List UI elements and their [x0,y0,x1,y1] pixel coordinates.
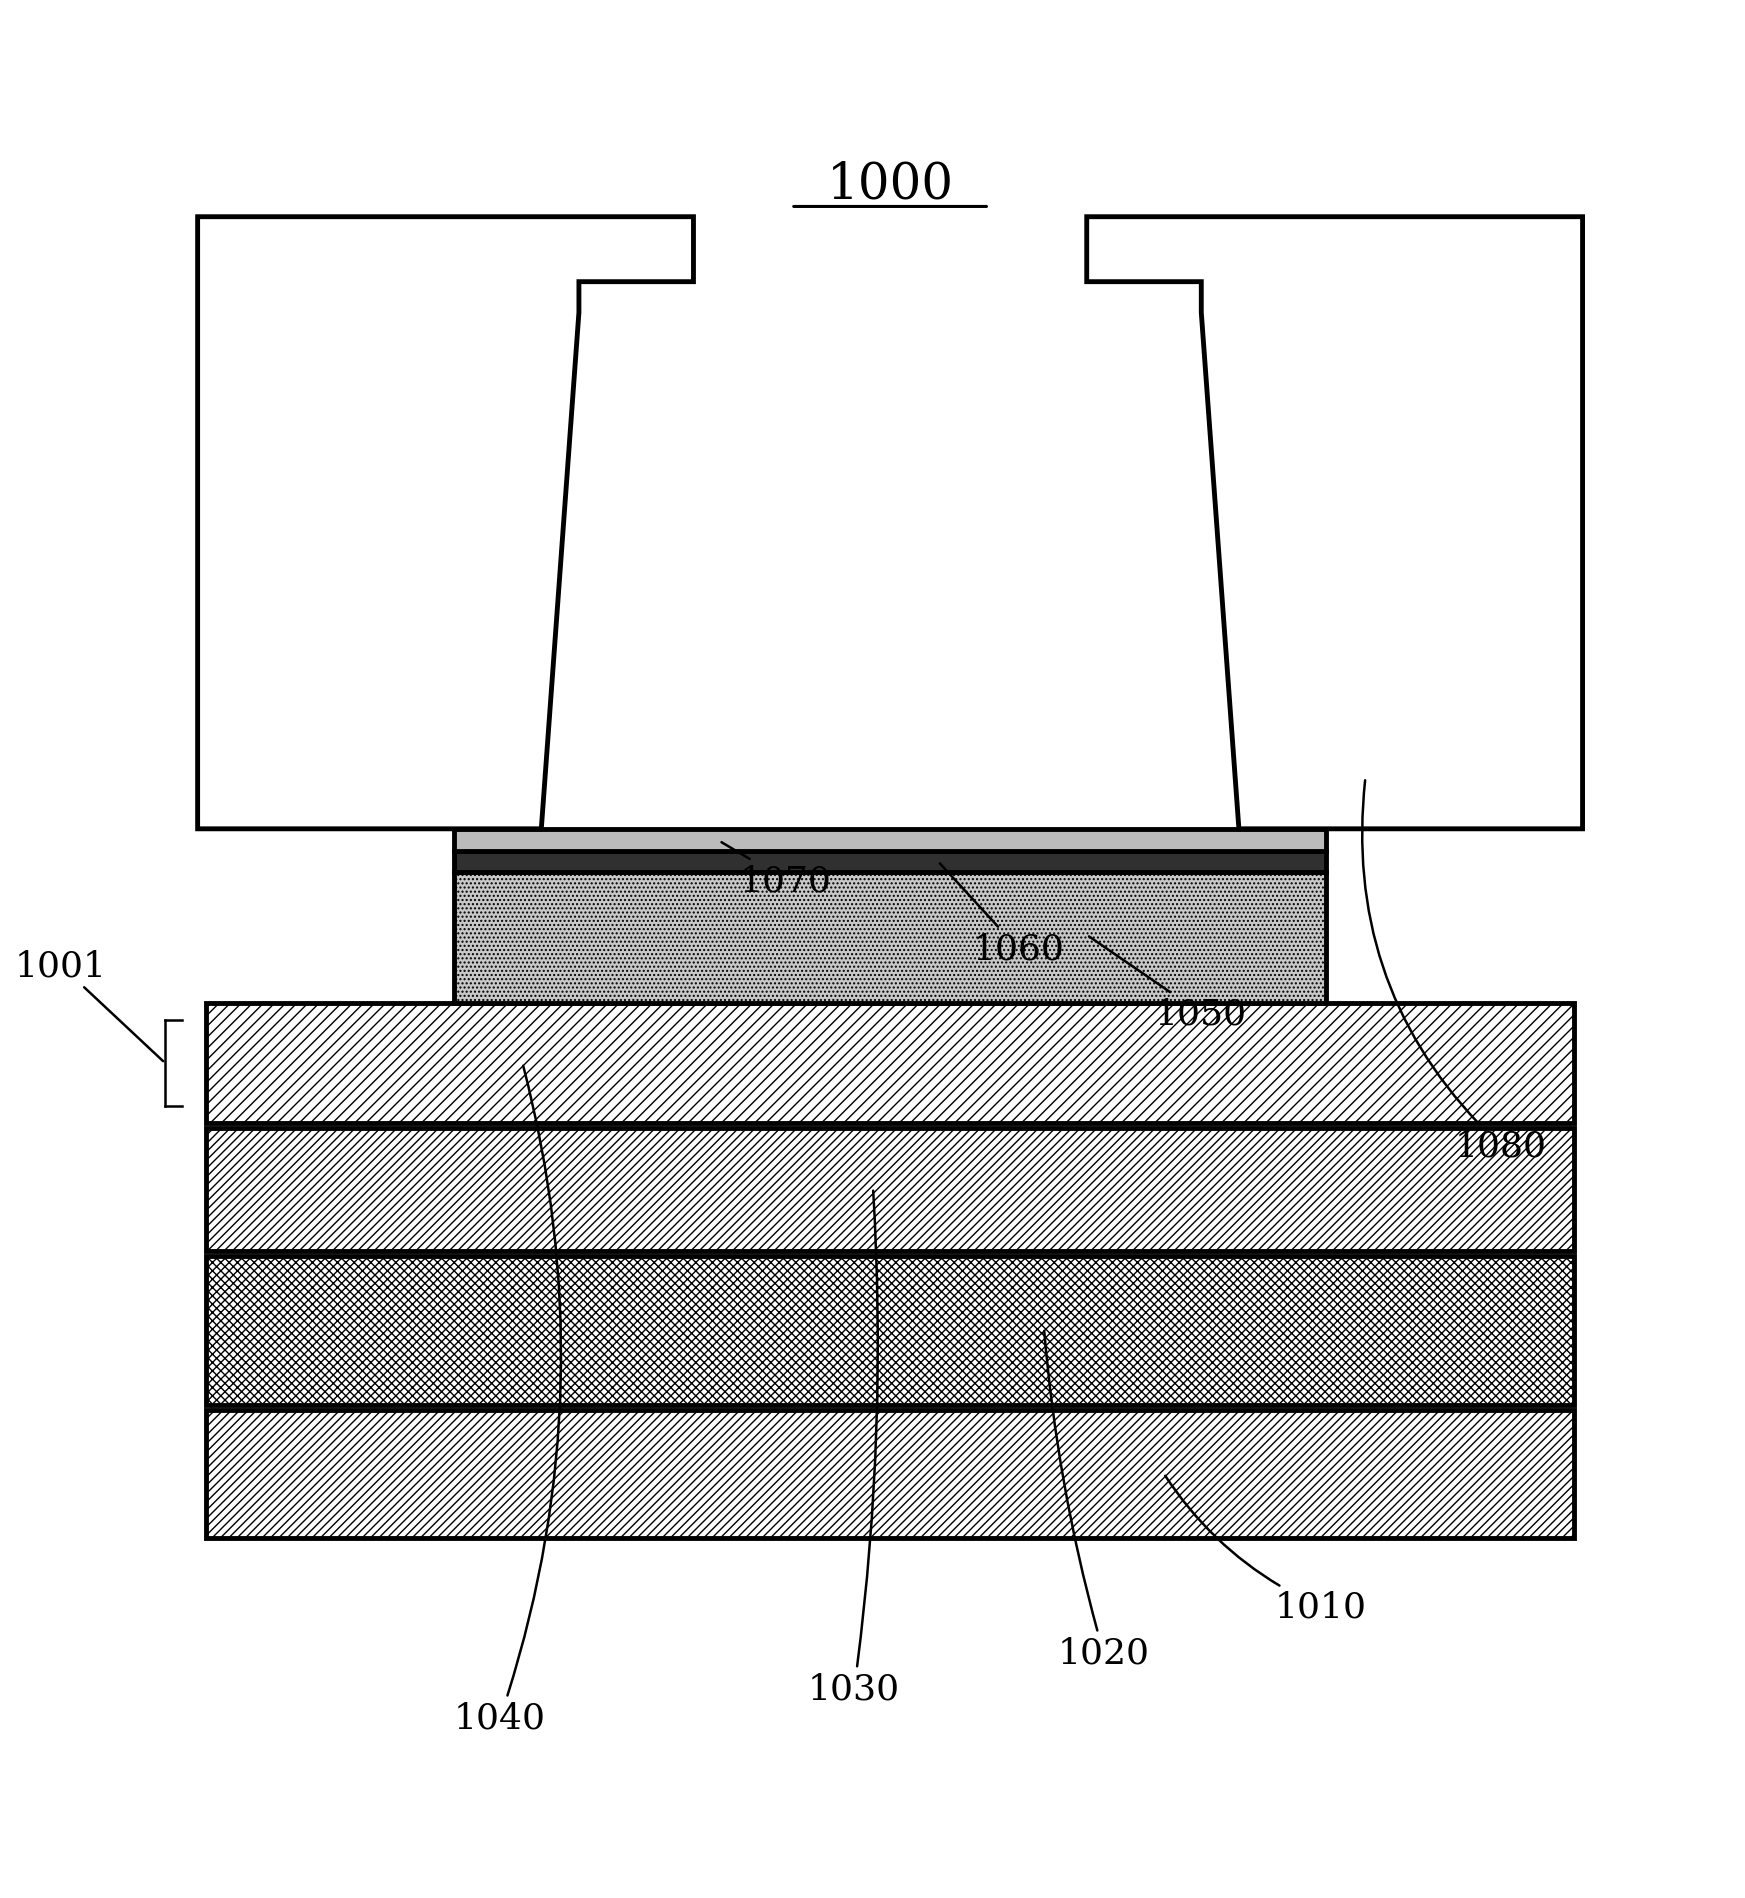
Text: 1030: 1030 [808,1192,900,1706]
Bar [206,1410,1574,1539]
Polygon shape [1087,218,1583,829]
Text: 1040: 1040 [454,1067,562,1735]
Text: 1070: 1070 [721,843,832,898]
Text: 1080: 1080 [1363,780,1546,1162]
Text: 1001: 1001 [16,949,162,1061]
Bar [206,1256,1574,1405]
Text: 1020: 1020 [1044,1330,1150,1670]
Bar [206,1004,1574,1124]
Text: 1000: 1000 [827,159,955,209]
Bar [206,1129,1574,1251]
Text: 1010: 1010 [1166,1477,1366,1625]
Text: 1050: 1050 [1089,938,1248,1031]
Bar [454,852,1326,871]
Bar [454,829,1326,852]
Bar [454,871,1326,1004]
Polygon shape [197,218,693,829]
Text: 1060: 1060 [941,864,1064,966]
